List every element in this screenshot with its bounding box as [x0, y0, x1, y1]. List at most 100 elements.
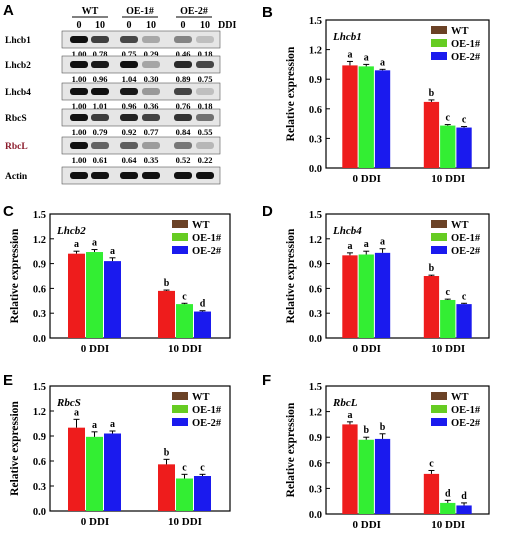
chart-rbcl: 0.0 0.3 0.6 0.9 1.2 1.5 Relative expression Rbc… — [285, 382, 490, 531]
blot-band — [91, 61, 109, 68]
significance-letter: c — [200, 462, 205, 473]
bar — [104, 433, 121, 511]
legend-swatch — [431, 418, 447, 426]
legend-label: WT — [451, 220, 469, 231]
y-tick-label: 0.3 — [309, 309, 322, 320]
significance-letter: a — [380, 237, 385, 248]
legend-label: OE-2# — [451, 52, 481, 63]
legend-swatch — [431, 246, 447, 254]
y-tick-label: 0.6 — [309, 105, 322, 116]
y-tick-label: 0.3 — [309, 134, 322, 145]
bar — [423, 101, 440, 168]
blot-col-label: 0 — [127, 20, 132, 31]
x-category-label: 10 DDI — [431, 343, 465, 355]
blot-quant-value: 0.96 — [93, 74, 108, 84]
significance-letter: a — [347, 410, 352, 421]
blot-band — [70, 172, 88, 179]
y-tick-label: 1.5 — [309, 382, 322, 393]
bar — [194, 311, 211, 338]
blot-quant-value: 0.29 — [144, 49, 159, 59]
plot-frame — [325, 19, 490, 169]
blot-quant-value: 0.55 — [198, 127, 213, 137]
blot-band — [142, 172, 160, 179]
y-axis-label: Relative expression — [285, 228, 297, 323]
blot-membrane — [61, 108, 221, 127]
significance-letter: d — [200, 299, 206, 310]
x-category-label: 10 DDI — [168, 516, 202, 528]
plot-frame — [325, 385, 490, 515]
blot-band — [174, 114, 192, 121]
blot-quant-value: 1.00 — [72, 127, 87, 137]
y-tick-label: 1.5 — [309, 16, 322, 27]
blot-band — [174, 61, 192, 68]
blot-band — [142, 88, 160, 95]
chart-lhcb2: 0.0 0.3 0.6 0.9 1.2 1.5 Relative expression Lhc… — [9, 210, 231, 355]
y-tick-label: 0.0 — [309, 510, 322, 521]
gene-title: RbcS — [56, 397, 81, 409]
blot-quant-value: 0.96 — [122, 101, 137, 111]
blot-group-label: OE-2# — [180, 6, 208, 17]
significance-letter: a — [74, 407, 79, 418]
bar — [104, 261, 121, 338]
blot-band — [91, 114, 109, 121]
bar — [68, 427, 85, 511]
bar — [158, 464, 175, 511]
significance-letter: b — [429, 88, 435, 99]
bar — [440, 502, 456, 514]
blot-quant-value: 0.75 — [198, 74, 213, 84]
legend-label: OE-2# — [192, 418, 222, 429]
x-category-label: 10 DDI — [431, 173, 465, 185]
blot-band — [120, 172, 138, 179]
bar — [176, 304, 193, 338]
blot-band — [91, 172, 109, 179]
legend-swatch — [172, 246, 188, 254]
y-tick-label: 0.3 — [33, 309, 46, 320]
significance-letter: a — [347, 241, 352, 252]
legend-swatch — [172, 392, 188, 400]
blot-quant-value: 0.35 — [144, 155, 159, 165]
x-category-label: 0 DDI — [81, 516, 109, 528]
blot-quant-value: 0.46 — [176, 49, 191, 59]
legend-swatch — [431, 52, 447, 60]
y-tick-label: 0.6 — [33, 457, 46, 468]
significance-letter: a — [347, 49, 352, 60]
blot-band — [70, 61, 88, 68]
panel-letter-c: C — [3, 203, 14, 220]
blot-band — [91, 88, 109, 95]
y-tick-label: 0.0 — [309, 164, 322, 175]
blot-band — [70, 88, 88, 95]
legend-label: OE-2# — [192, 246, 222, 257]
blot-band — [142, 61, 160, 68]
blot-quant-value: 0.36 — [144, 101, 159, 111]
legend-swatch — [431, 233, 447, 241]
x-category-label: 10 DDI — [168, 343, 202, 355]
blot-band — [120, 142, 138, 149]
blot-quant-value: 0.76 — [176, 101, 191, 111]
legend-swatch — [172, 233, 188, 241]
blot-band — [196, 172, 214, 179]
y-tick-label: 0.9 — [33, 432, 46, 443]
y-tick-label: 1.2 — [309, 408, 322, 419]
blot-group-label: OE-1# — [126, 6, 154, 17]
blot-band — [174, 88, 192, 95]
gene-title: Lhcb1 — [332, 31, 362, 43]
significance-letter: b — [429, 263, 435, 274]
panel-letter-b: B — [262, 4, 273, 21]
y-tick-label: 0.9 — [309, 433, 322, 444]
bar — [342, 65, 358, 168]
western-blot-panel: WT OE-1# OE-2# 0 10 0 10 0 10 DDI Lhcb1 1.00 0.78 0.7… — [5, 6, 236, 185]
legend-swatch — [431, 39, 447, 47]
legend-label: WT — [451, 392, 469, 403]
y-tick-label: 0.6 — [33, 284, 46, 295]
bar — [158, 290, 175, 338]
bar — [358, 254, 374, 338]
blot-col-label: 10 — [146, 20, 156, 31]
legend-label: OE-2# — [451, 246, 481, 257]
blot-row-label: Lhcb4 — [5, 88, 31, 98]
blot-band — [120, 88, 138, 95]
panel-letter-f: F — [262, 372, 272, 389]
bar — [423, 276, 440, 338]
blot-quant-value: 0.18 — [198, 101, 213, 111]
significance-letter: b — [164, 447, 170, 458]
bar — [342, 255, 358, 338]
